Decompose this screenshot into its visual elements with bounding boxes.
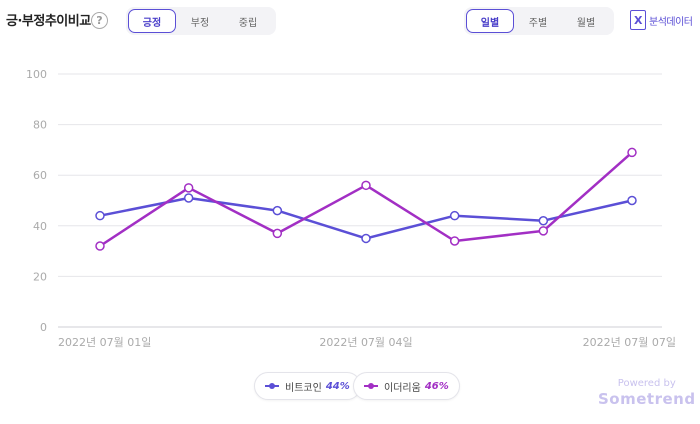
chart-title: 긍·부정추이비교 — [6, 14, 91, 29]
y-tick-label: 20 — [33, 270, 47, 283]
sentiment-tab-group: 긍정 부정 중립 — [126, 7, 276, 35]
legend-line-icon — [265, 383, 279, 389]
tab-positive[interactable]: 긍정 — [128, 9, 176, 33]
tab-weekly[interactable]: 주별 — [528, 17, 548, 29]
x-tick-label: 2022년 07월 01일 — [58, 335, 151, 349]
data-point-1-5[interactable] — [538, 226, 549, 236]
data-point-0-5[interactable] — [538, 215, 549, 226]
brand-logo: Sometrend — [598, 390, 696, 408]
legend-label: 이더리움 — [384, 382, 421, 394]
powered-by-logo: Powered by Sometrend — [598, 378, 696, 408]
tab-neutral[interactable]: 중립 — [238, 17, 258, 29]
y-tick-label: 40 — [33, 220, 47, 233]
analysis-data-button[interactable]: X 분석데이터 — [630, 10, 693, 30]
excel-icon: X — [630, 10, 646, 30]
y-tick-label: 100 — [26, 68, 47, 81]
x-tick-label: 2022년 07월 07일 — [583, 335, 676, 349]
legend-line-icon — [364, 383, 378, 389]
data-point-1-1[interactable] — [183, 183, 194, 193]
data-point-1-2[interactable] — [272, 228, 283, 239]
y-tick-label: 80 — [33, 119, 47, 132]
legend-percent: 44% — [325, 380, 350, 392]
data-point-0-2[interactable] — [272, 205, 283, 216]
legend-item-bitcoin[interactable]: 비트코인 44% — [254, 372, 361, 400]
data-point-0-6[interactable] — [627, 195, 637, 206]
data-point-1-6[interactable] — [627, 147, 637, 158]
series-line-0 — [99, 196, 633, 240]
legend-item-ethereum[interactable]: 이더리움 46% — [353, 372, 460, 400]
help-icon[interactable]: ? — [91, 12, 108, 29]
data-point-0-0[interactable] — [95, 210, 105, 221]
data-point-0-3[interactable] — [361, 233, 371, 244]
data-point-1-4[interactable] — [449, 236, 460, 246]
legend-percent: 46% — [424, 380, 449, 392]
period-tab-group: 일별 주별 월별 — [464, 7, 614, 35]
analysis-data-label: 분석데이터 — [649, 16, 693, 28]
tab-negative[interactable]: 부정 — [190, 17, 210, 29]
x-tick-label: 2022년 07월 04일 — [319, 335, 412, 349]
data-point-0-1[interactable] — [183, 193, 194, 203]
tab-monthly[interactable]: 월별 — [576, 17, 596, 29]
y-tick-label: 60 — [33, 169, 47, 182]
data-point-1-0[interactable] — [95, 241, 105, 251]
tab-daily[interactable]: 일별 — [466, 9, 514, 33]
data-point-0-4[interactable] — [449, 210, 460, 221]
legend-label: 비트코인 — [285, 382, 322, 394]
powered-by-text: Powered by — [617, 378, 676, 389]
y-tick-label: 0 — [40, 321, 47, 334]
data-point-1-3[interactable] — [361, 180, 371, 191]
